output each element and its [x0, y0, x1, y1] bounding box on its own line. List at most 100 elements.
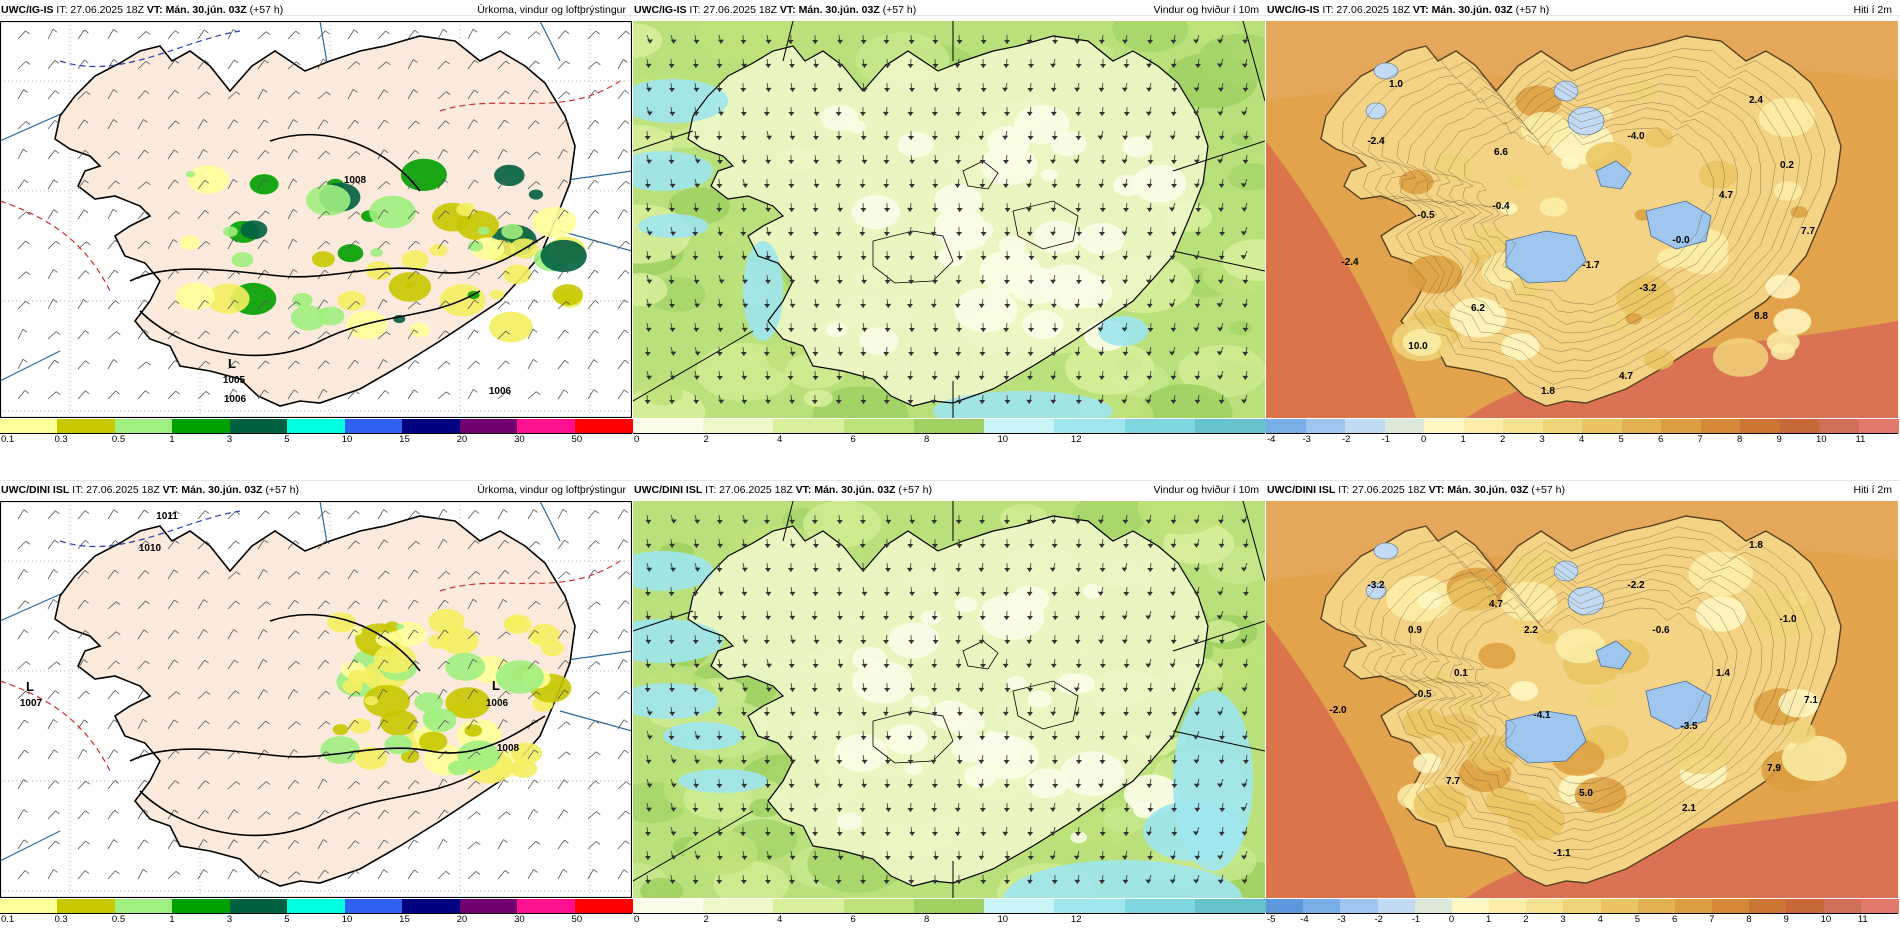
- land-temperature-field: [1392, 80, 1815, 377]
- map-value-label: 2.4: [1749, 95, 1763, 106]
- legend-tick-label: 5: [284, 914, 290, 925]
- legend-tick-label: 10: [997, 914, 1009, 925]
- legend-tick-label: 50: [571, 914, 583, 925]
- valid-time-label: VT:: [795, 484, 812, 496]
- wind-arrows: [644, 34, 1249, 405]
- legend-tick-label: -5: [1267, 914, 1276, 925]
- legend-swatch: [633, 899, 704, 913]
- legend-swatch: [1819, 419, 1859, 433]
- panel-header: UWC/DINI ISL IT: 27.06.2025 18Z VT: Mán.…: [1266, 480, 1898, 500]
- map-value-label: -2.2: [1627, 580, 1645, 591]
- legend-swatch: [1860, 899, 1899, 913]
- map-value-label: 4.7: [1489, 599, 1503, 610]
- legend-tick-label: 12: [1070, 914, 1082, 925]
- legend-swatch: [402, 419, 461, 433]
- legend-swatch: [773, 419, 845, 433]
- legend-tick-label: 6: [850, 914, 856, 925]
- legend-tick-label: 3: [226, 434, 233, 445]
- legend-tick-label: 15: [399, 434, 410, 445]
- legend-tick-label: 10: [1816, 434, 1827, 445]
- product-title: Úrkoma, vindur og loftþrýstingur: [477, 4, 626, 16]
- map-value-label: 1007: [20, 698, 43, 709]
- legend-swatch: [114, 419, 173, 433]
- model-name: UWC/IG-IS: [1, 4, 54, 16]
- panel-header: UWC/IG-IS IT: 27.06.2025 18Z VT: Mán. 30…: [0, 0, 632, 20]
- legend-tick-label: 9: [1783, 914, 1789, 925]
- map-value-label: -3.5: [1680, 721, 1698, 732]
- color-legend: 0.1 0.3 0.5 1 3 5 10 15 20 30 50: [0, 419, 633, 445]
- map-value-label: 4.7: [1719, 190, 1733, 201]
- legend-axis: [0, 913, 632, 914]
- legend-tick-label: 0.3: [54, 914, 68, 925]
- legend-tick-label: 3: [1560, 914, 1566, 925]
- lead-time: (+57 h): [1531, 484, 1565, 496]
- legend-swatch: [1637, 899, 1676, 913]
- legend-swatch: [1489, 899, 1528, 913]
- product-title: Úrkoma, vindur og loftþrýstingur: [477, 484, 626, 496]
- valid-time: Mán. 30.jún. 03Z: [181, 484, 263, 496]
- legend-swatch: [1661, 419, 1701, 433]
- legend-tick-label: 2: [703, 434, 709, 445]
- legend-swatch: [1823, 899, 1862, 913]
- map-value-label: 1.0: [1389, 79, 1403, 90]
- valid-time: Mán. 30.jún. 03Z: [165, 4, 247, 16]
- legend-tick-label: 0: [1421, 434, 1427, 445]
- legend-swatch: [402, 899, 461, 913]
- valid-time: Mán. 30.jún. 03Z: [1431, 4, 1513, 16]
- legend-tick-label: 7: [1709, 914, 1715, 925]
- map-value-label: 0.1: [1454, 668, 1468, 679]
- legend-swatch: [1858, 419, 1899, 433]
- legend-swatch: [229, 899, 288, 913]
- row-separator: [0, 15, 1900, 16]
- map-value-label: H: [158, 501, 167, 505]
- forecast-panel: UWC/IG-IS IT: 27.06.2025 18Z VT: Mán. 30…: [0, 0, 633, 445]
- map-value-label: 6.2: [1471, 303, 1485, 314]
- strong-wind-areas: [633, 551, 1253, 898]
- valid-time-label: VT:: [146, 4, 163, 16]
- map-value-label: 1.4: [1716, 668, 1730, 679]
- map-value-label: -3.2: [1639, 283, 1657, 294]
- legend-tick-label: 3: [1539, 434, 1545, 445]
- legend-swatch: [1054, 419, 1126, 433]
- legend-axis: [1266, 913, 1898, 914]
- model-name: UWC/DINI ISL: [1, 484, 70, 496]
- map-value-label: -0.0: [1672, 235, 1690, 246]
- legend-tick-label: 20: [456, 434, 468, 445]
- legend-axis: [1266, 433, 1898, 434]
- panel-header: UWC/DINI ISL IT: 27.06.2025 18Z VT: Mán.…: [0, 480, 632, 500]
- valid-time-label: VT:: [779, 4, 796, 16]
- coastline: [687, 515, 1209, 887]
- map-value-label: 7.1: [1804, 695, 1818, 706]
- lead-time: (+57 h): [249, 4, 284, 16]
- wind-arrows: [644, 514, 1249, 885]
- legend-tick-label: 15: [399, 914, 410, 925]
- product-title: Vindur og hviður í 10m: [1153, 484, 1259, 496]
- valid-time: Mán. 30.jún. 03Z: [1447, 484, 1529, 496]
- legend-swatch: [1542, 419, 1583, 433]
- legend-tick-label: 1: [1460, 434, 1466, 445]
- legend-tick-label: 10: [1820, 914, 1832, 925]
- map-value-label: -2.4: [1367, 136, 1385, 147]
- legend-swatch: [172, 899, 231, 913]
- map-value-label: 1.8: [1749, 540, 1763, 551]
- legend-swatch: [1340, 899, 1379, 913]
- map-value-label: 2.1: [1682, 803, 1696, 814]
- init-time: IT: 27.06.2025 18Z: [72, 484, 160, 496]
- region-boundaries: [633, 501, 1265, 898]
- legend-tick-label: 4: [1597, 914, 1603, 925]
- model-name: UWC/DINI ISL: [634, 484, 703, 496]
- forecast-panel: UWC/IG-IS IT: 27.06.2025 18Z VT: Mán. 30…: [1266, 0, 1899, 445]
- panel-header: UWC/DINI ISL IT: 27.06.2025 18Z VT: Mán.…: [633, 480, 1265, 500]
- map-value-label: 1006: [489, 386, 512, 397]
- legend-tick-label: 5: [1634, 914, 1641, 925]
- map-value-label: -0.5: [1417, 210, 1435, 221]
- legend-swatch: [1303, 899, 1342, 913]
- legend-tick-label: 0: [634, 914, 640, 925]
- legend-tick-label: 12: [1070, 434, 1082, 445]
- map-labels: L 1005 1008 1006 1006: [223, 175, 512, 405]
- legend-swatch: [1194, 899, 1266, 913]
- legend-tick-label: -1: [1381, 434, 1390, 445]
- legend-swatch: [574, 899, 633, 913]
- legend-tick-label: 6: [1671, 914, 1678, 925]
- legend-tick-label: 3: [226, 914, 233, 925]
